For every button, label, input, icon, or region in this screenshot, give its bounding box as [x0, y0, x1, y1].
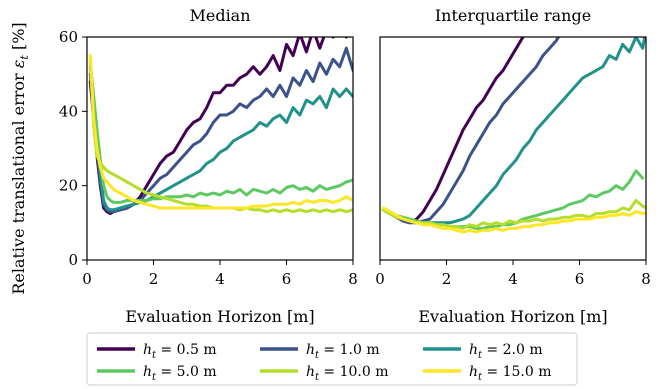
x-tick-label: 4 [215, 270, 225, 288]
legend-label: ht = 5.0 m [143, 364, 217, 383]
series-line-10-0m [381, 199, 646, 230]
series-group [381, 37, 646, 234]
legend-label: ht = 2.0 m [469, 342, 543, 361]
series-line-2-0m [88, 65, 353, 212]
x-tick-label: 2 [442, 270, 452, 288]
x-tick-label: 0 [375, 270, 385, 288]
y-axis-label: Relative translational error εt [%] [9, 22, 31, 294]
legend-entry: ht = 15.0 m [423, 364, 552, 383]
x-axis-label: Evaluation Horizon [m] [125, 307, 314, 326]
series-line-0-5m [381, 37, 526, 225]
legend-label: ht = 15.0 m [469, 364, 552, 383]
legend-label: ht = 0.5 m [143, 342, 217, 361]
legend-label: ht = 1.0 m [306, 342, 380, 361]
series-group [88, 37, 353, 215]
x-tick-label: 0 [82, 270, 92, 288]
legend-label: ht = 10.0 m [306, 364, 389, 383]
series-line-5-0m [88, 61, 353, 204]
panel-iqr: 0 2 4 6 8 Interquartile range Evaluation Horiz… [375, 6, 651, 326]
series-line-1-0m [88, 46, 353, 214]
legend-entry: ht = 0.5 m [97, 342, 217, 361]
series-line-15-0m [381, 206, 646, 234]
legend-entry: ht = 1.0 m [260, 342, 380, 361]
x-tick-label: 2 [149, 270, 159, 288]
panel-median: 0 2 4 6 8 0 20 40 60 Median Evaluation Horizon [m]… [9, 6, 358, 326]
y-tick-label: 20 [59, 177, 78, 195]
legend-entry: ht = 2.0 m [423, 342, 543, 361]
legend: ht = 0.5 m ht = 1.0 m ht = 2.0 m ht = 5.0 m… [86, 332, 578, 386]
chart-title: Interquartile range [435, 6, 591, 25]
axes-frame [86, 36, 354, 261]
chart-title: Median [189, 6, 250, 25]
series-line-0-5m [88, 37, 349, 215]
series-line-2-0m [381, 37, 646, 225]
series-line-1-0m [381, 37, 561, 225]
y-tick-label: 40 [59, 102, 78, 120]
x-axis-label: Evaluation Horizon [m] [418, 307, 607, 326]
axes-frame [379, 36, 647, 261]
x-tick-label: 4 [508, 270, 518, 288]
x-tick-label: 8 [348, 270, 358, 288]
x-tick-label: 6 [282, 270, 292, 288]
y-tick-label: 0 [68, 251, 78, 269]
y-tick-label: 60 [59, 28, 78, 46]
legend-entry: ht = 5.0 m [97, 364, 217, 383]
x-tick-label: 6 [575, 270, 585, 288]
x-tick-label: 8 [641, 270, 651, 288]
legend-entry: ht = 10.0 m [260, 364, 389, 383]
series-line-15-0m [88, 54, 353, 210]
